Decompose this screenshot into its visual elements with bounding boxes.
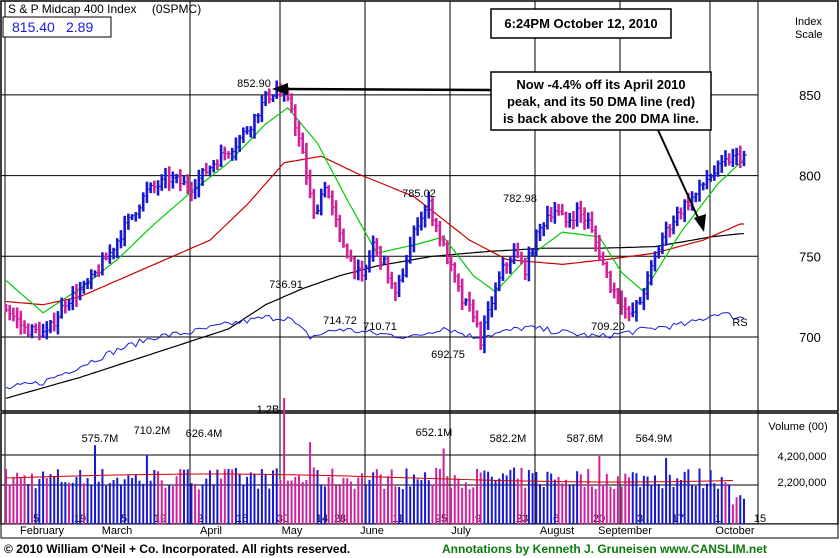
- scale-label-scale: Scale: [795, 29, 823, 41]
- month-label: October: [715, 525, 754, 537]
- price-label: 782.98: [503, 193, 537, 205]
- x-tick-label: 2: [197, 513, 203, 525]
- month-label: May: [282, 525, 303, 537]
- index-title: S & P Midcap 400 Index (0SPMC): [8, 2, 201, 16]
- price-panel-frame: [0, 0, 839, 412]
- timestamp-box: [490, 8, 672, 39]
- annotation-line-3: is back above the 200 DMA line.: [503, 111, 699, 126]
- annotation-arrow-peak: [283, 87, 492, 92]
- rs-line: [5, 312, 745, 390]
- month-label: February: [20, 525, 65, 537]
- volume-label: 564.9M: [636, 433, 673, 445]
- last-price: 815.40: [12, 19, 55, 35]
- annotation-arrowhead-peak: [272, 83, 288, 95]
- volume-label: 710.2M: [134, 425, 171, 437]
- ma-10-line: [5, 106, 744, 314]
- volume-label: 652.1M: [416, 427, 453, 439]
- price-label: 736.91: [269, 279, 303, 291]
- x-tick-label: 11: [392, 513, 403, 525]
- month-label: April: [200, 525, 222, 537]
- price-label: 710.71: [363, 321, 397, 333]
- volume-label: 575.7M: [82, 433, 119, 445]
- month-label: September: [598, 525, 652, 537]
- chart-labels: 852.90 736.91 714.72 710.71 785.02 692.75 782.…: [82, 78, 748, 445]
- price-tick-label: 850: [799, 88, 821, 103]
- month-label: July: [451, 525, 471, 537]
- annotation-line-1: Now -4.4% off its April 2010: [516, 77, 685, 92]
- annotation-arrow-ma: [657, 129, 701, 223]
- price-label: 714.72: [323, 315, 357, 327]
- volume-label: 587.6M: [567, 433, 604, 445]
- price-label: 852.90: [237, 78, 271, 90]
- volume-label: 1.2B: [257, 404, 280, 416]
- footer: © 2010 William O'Neil + Co. Incorporated…: [0, 540, 840, 558]
- month-label: August: [540, 525, 574, 537]
- x-tick-label: 19: [154, 513, 166, 525]
- annotation-line-2: peak, and its 50 DMA line (red): [507, 94, 695, 109]
- month-label: June: [360, 525, 384, 537]
- ma-200-line: [5, 233, 744, 399]
- volume-tick-label: 2,200,000: [778, 477, 827, 489]
- annotation-credit: Annotations by Kenneth J. Gruneisen www.…: [442, 542, 767, 556]
- ma-50-line: [5, 155, 744, 306]
- month-label: March: [102, 525, 133, 537]
- volume-label: 582.2M: [490, 433, 527, 445]
- price-box: [2, 16, 112, 38]
- volume-average-line: [5, 473, 733, 483]
- volume-axis-label: Volume (00): [768, 421, 827, 433]
- volume-bars: [5, 398, 745, 524]
- price-label: 785.02: [402, 188, 436, 200]
- x-tick-label: 6: [553, 513, 559, 525]
- stock-chart: 700 750 800 850 Volume (00) 4,200,000 2,200,00…: [0, 0, 839, 539]
- moving-averages: [5, 106, 745, 399]
- price-bars: [4, 80, 747, 354]
- volume-label: 626.4M: [186, 428, 223, 440]
- x-tick-label: 15: [754, 513, 766, 525]
- price-change: 2.89: [66, 19, 93, 35]
- annotation-box: [490, 71, 712, 131]
- x-tick-label: 9: [475, 513, 481, 525]
- price-label: RS: [732, 317, 747, 329]
- price-tick-label: 750: [799, 249, 821, 264]
- scale-label-index: Index: [795, 16, 822, 28]
- annotation-arrowhead-ma: [694, 214, 706, 232]
- price-label: 692.75: [431, 349, 465, 361]
- price-tick-label: 800: [799, 169, 821, 184]
- x-axis-strip: [0, 523, 839, 539]
- timestamp: 6:24PM October 12, 2010: [504, 16, 657, 31]
- volume-tick-label: 4,200,000: [778, 451, 827, 463]
- price-label: 709.20: [591, 321, 625, 333]
- copyright-text: © 2010 William O'Neil + Co. Incorporated…: [4, 542, 351, 556]
- price-tick-label: 700: [799, 330, 821, 345]
